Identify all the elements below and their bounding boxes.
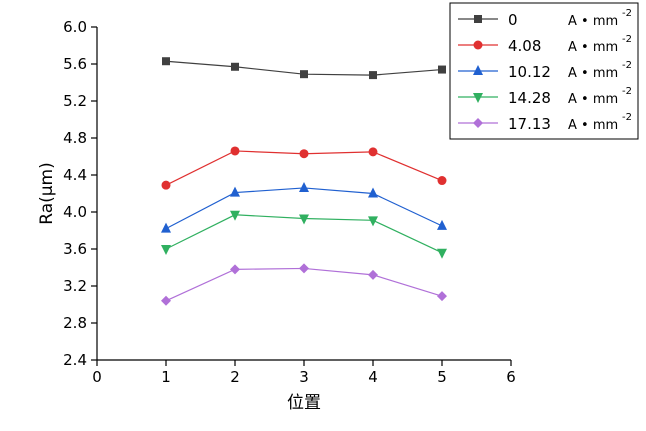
y-tick-label: 6.0 — [63, 18, 87, 36]
x-tick-label: 3 — [299, 368, 309, 386]
legend: 0 A • mm -2 4.08 A • mm -2 10.12 A • mm -2 14.28 A… — [449, 2, 639, 140]
data-point — [299, 181, 309, 192]
data-point — [162, 57, 170, 66]
data-point — [299, 263, 309, 274]
series-4.08 — [161, 146, 447, 190]
data-point — [299, 149, 309, 159]
legend-unit: A • mm — [568, 40, 618, 55]
legend-item: 0 A • mm -2 — [458, 8, 632, 29]
legend-unit: A • mm — [568, 14, 618, 29]
legend-item: 14.28 A • mm -2 — [458, 86, 632, 107]
legend-unit-exponent: -2 — [622, 8, 632, 19]
axes: 0 1 2 3 4 5 6 2.4 2.8 3.2 3.6 4.0 4.4 4.8 5.2 5.6 6.0 — [63, 18, 516, 386]
series-10.12 — [161, 181, 447, 233]
y-tick-label: 5.2 — [63, 92, 87, 110]
x-tick-label: 0 — [92, 368, 102, 386]
data-point — [437, 248, 447, 259]
data-point — [161, 295, 171, 306]
data-point — [230, 210, 240, 221]
data-point — [161, 222, 171, 233]
x-tick-label: 4 — [368, 368, 378, 386]
legend-unit-exponent: -2 — [622, 34, 632, 45]
y-tick-label: 3.6 — [63, 240, 87, 258]
legend-marker — [473, 118, 483, 128]
data-point — [437, 176, 447, 186]
series-layer — [161, 57, 447, 306]
data-point — [230, 186, 240, 197]
legend-label: 0 — [508, 11, 518, 29]
data-point — [231, 62, 239, 71]
legend-label: 10.12 — [508, 63, 551, 81]
legend-unit-exponent: -2 — [622, 112, 632, 123]
legend-item: 17.13 A • mm -2 — [458, 112, 632, 133]
legend-unit: A • mm — [568, 66, 618, 81]
x-tick-label: 1 — [161, 368, 171, 386]
legend-unit: A • mm — [568, 92, 618, 107]
series-14.28 — [161, 210, 447, 259]
series-0 — [162, 57, 446, 80]
data-point — [161, 180, 171, 190]
y-tick-label: 2.8 — [63, 314, 87, 332]
data-point — [369, 71, 377, 80]
legend-label: 14.28 — [508, 89, 551, 107]
data-point — [230, 146, 240, 156]
x-tick-label: 5 — [437, 368, 447, 386]
legend-marker — [474, 15, 482, 23]
legend-item: 4.08 A • mm -2 — [458, 34, 632, 55]
data-point — [437, 219, 447, 230]
data-point — [368, 216, 378, 227]
legend-unit-exponent: -2 — [622, 60, 632, 71]
y-tick-label: 3.2 — [63, 277, 87, 295]
x-axis-title: 位置 — [287, 393, 321, 413]
x-tick-label: 2 — [230, 368, 240, 386]
data-point — [437, 291, 447, 302]
data-point — [368, 269, 378, 280]
legend-unit-exponent: -2 — [622, 86, 632, 97]
legend-label: 17.13 — [508, 115, 551, 133]
legend-item: 10.12 A • mm -2 — [458, 60, 632, 81]
legend-label: 4.08 — [508, 37, 541, 55]
y-tick-label: 4.8 — [63, 129, 87, 147]
data-point — [368, 147, 378, 157]
y-tick-label: 5.6 — [63, 55, 87, 73]
data-point — [438, 65, 446, 74]
legend-marker — [473, 65, 483, 75]
data-point — [300, 70, 308, 79]
x-tick-label: 6 — [506, 368, 516, 386]
data-point — [161, 245, 171, 255]
legend-marker — [473, 40, 483, 50]
y-tick-label: 2.4 — [63, 351, 87, 369]
y-tick-label: 4.4 — [63, 166, 87, 184]
series-17.13 — [161, 263, 447, 306]
y-axis-title: Ra(μm) — [37, 162, 57, 225]
y-tick-label: 4.0 — [63, 203, 87, 221]
legend-marker — [473, 93, 483, 103]
data-point — [230, 264, 240, 275]
data-point — [299, 214, 309, 225]
legend-unit: A • mm — [568, 118, 618, 133]
data-point — [368, 187, 378, 198]
